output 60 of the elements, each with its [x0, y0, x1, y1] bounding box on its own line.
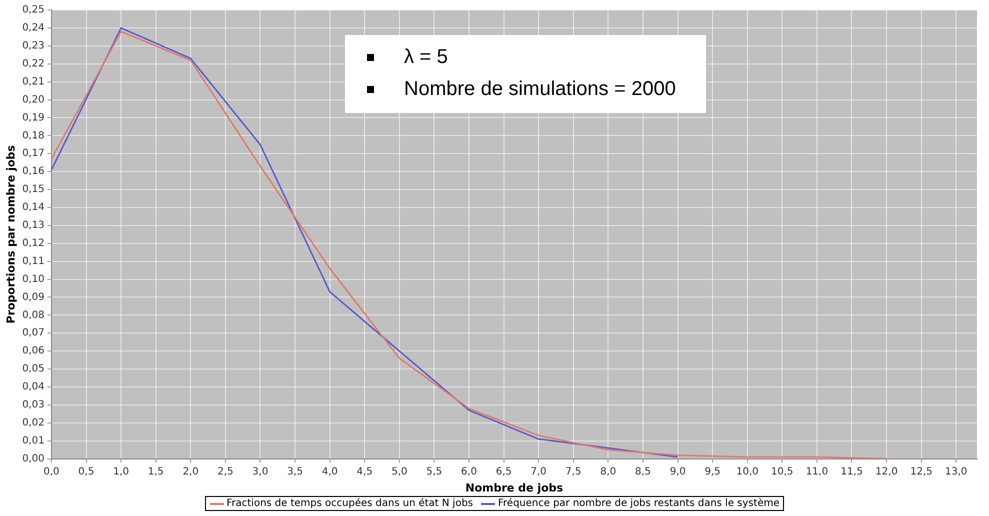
x-tick-label: 2,5: [217, 466, 234, 478]
x-tick-label: 9,5: [704, 466, 721, 478]
x-tick-label: 13,0: [944, 466, 968, 478]
x-tick-label: 7,0: [530, 466, 547, 478]
x-tick-label: 8,0: [600, 466, 616, 478]
annotation: Nombre de simulations = 2000: [404, 77, 676, 102]
x-tick-label: 4,5: [356, 466, 373, 478]
x-tick-label: 12,0: [875, 466, 898, 478]
x-tick-label: 12,5: [910, 466, 932, 478]
x-tick-label: 5,5: [426, 466, 442, 478]
y-tick-label: 0,22: [22, 58, 44, 70]
y-tick-label: 0,02: [22, 417, 44, 428]
x-tick-label: 3,5: [287, 466, 303, 478]
x-tick-label: 4,0: [322, 466, 338, 478]
x-tick-label: 0,5: [78, 466, 94, 478]
y-tick-label: 0,16: [22, 166, 44, 178]
x-tick-label: 10,0: [736, 466, 758, 478]
y-tick-label: 0,25: [22, 4, 44, 16]
y-tick-label: 0,08: [22, 310, 44, 321]
x-tick-label: 6,5: [496, 466, 512, 478]
x-tick-label: 3,0: [252, 466, 268, 478]
y-tick-label: 0,20: [22, 94, 44, 106]
y-tick-label: 0,07: [22, 328, 44, 339]
note-box: λ = 5 Nombre de simulations = 2000: [345, 35, 706, 113]
y-tick-label: 0,15: [22, 184, 44, 196]
x-tick-label: 1,5: [148, 466, 164, 478]
y-tick-label: 0,04: [22, 382, 44, 393]
x-tick-label: 0,0: [44, 466, 60, 478]
x-axis-title: Nombre de jobs: [465, 481, 564, 494]
x-tick-label: 2,0: [182, 466, 199, 478]
y-tick-label: 0,14: [22, 202, 44, 214]
y-tick-label: 0,10: [22, 274, 44, 285]
x-tick-label: 7,5: [565, 466, 582, 478]
y-tick-label: 0,13: [22, 220, 44, 232]
y-tick-label: 0,23: [22, 40, 44, 52]
x-tick-label: 6,0: [461, 466, 477, 478]
x-tick-label: 8,5: [635, 466, 651, 478]
x-tick-label: 9,0: [670, 466, 686, 478]
x-tick-label: 10,5: [771, 466, 794, 478]
y-tick-label: 0,11: [22, 256, 44, 267]
y-axis-title: Proportions par nombre jobs: [4, 144, 18, 324]
x-tick-label: 11,5: [840, 466, 863, 478]
y-tick-label: 0,17: [22, 148, 44, 160]
y-tick-label: 0,09: [22, 292, 44, 303]
y-tick-label: 0,00: [22, 453, 44, 464]
annotation: λ = 5: [404, 45, 448, 70]
y-tick-label: 0,19: [22, 112, 44, 124]
y-tick-label: 0,01: [22, 435, 44, 446]
x-tick-label: 11,0: [806, 466, 828, 478]
y-tick-label: 0,05: [22, 364, 44, 375]
y-tick-label: 0,24: [22, 22, 44, 34]
legend-label: Fréquence par nombre de jobs restants dans le système: [498, 498, 780, 509]
y-tick-label: 0,03: [22, 400, 44, 411]
y-tick-label: 0,12: [22, 238, 44, 249]
y-tick-label: 0,06: [22, 346, 44, 357]
y-tick-label: 0,18: [22, 130, 44, 142]
x-tick-label: 1,0: [113, 466, 130, 478]
y-tick-label: 0,21: [22, 76, 44, 88]
x-tick-label: 5,0: [391, 466, 408, 478]
legend-label: Fractions de temps occupées dans un état N jobs: [226, 498, 473, 509]
